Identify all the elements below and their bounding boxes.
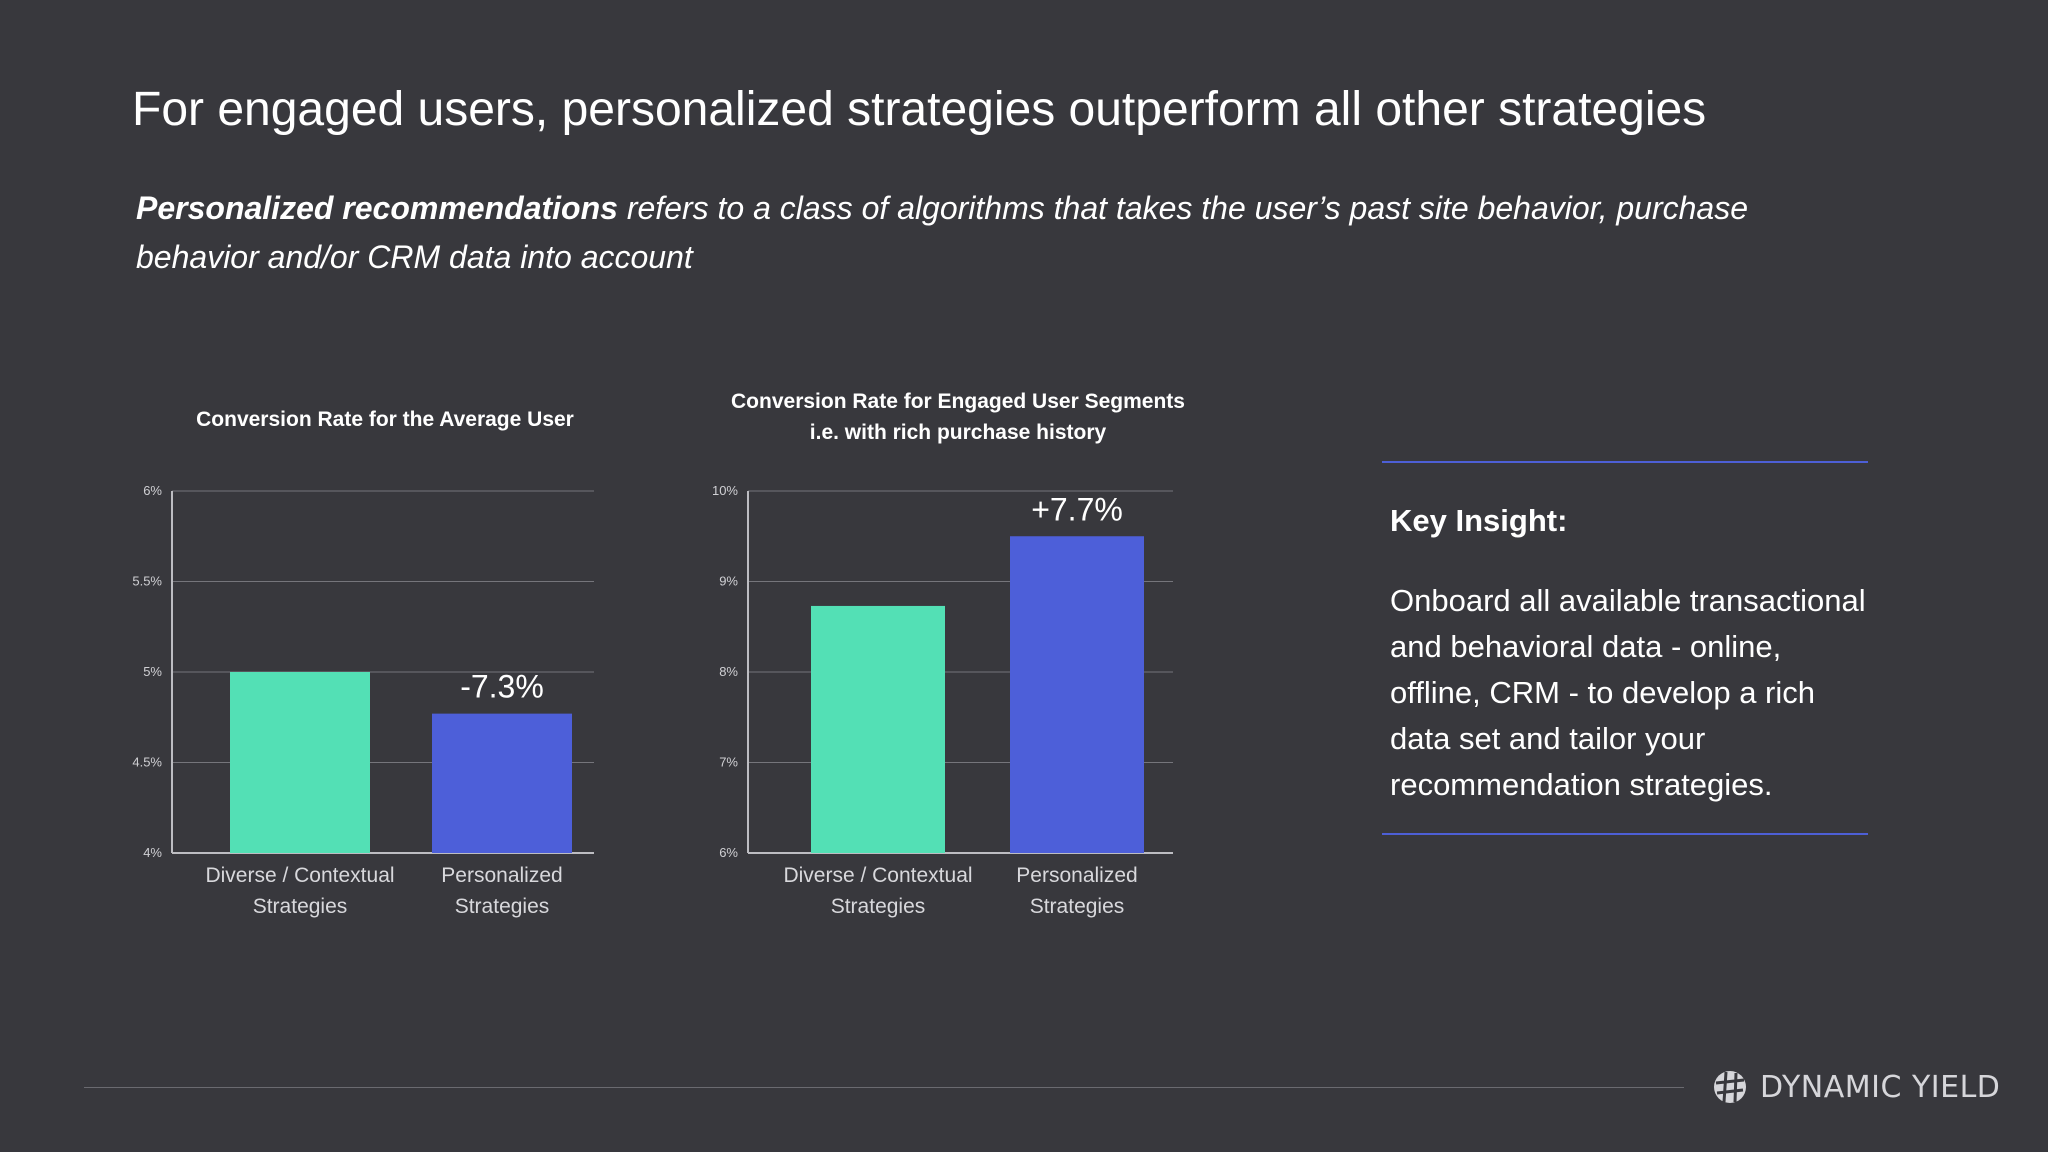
y-tick-label: 5% <box>143 664 162 679</box>
bar <box>432 713 572 853</box>
x-category-label: Strategies <box>253 895 348 918</box>
y-tick-label: 4.5% <box>132 755 162 770</box>
y-tick-label: 8% <box>719 664 738 679</box>
key-insight-body: Onboard all available transactional and … <box>1390 583 1866 802</box>
subtitle-term: Personalized recommendations <box>136 190 618 226</box>
x-category-label: Diverse / Contextual <box>783 864 972 887</box>
chart-2-title: Conversion Rate for Engaged User Segment… <box>700 386 1216 448</box>
brand-logo: DYNAMIC YIELD <box>1712 1067 2000 1107</box>
chart-2-title-line: i.e. with rich purchase history <box>809 421 1107 444</box>
y-tick-label: 5.5% <box>132 574 162 589</box>
key-insight-panel: Key Insight: Onboard all available trans… <box>1382 461 1868 835</box>
x-category-label: Personalized <box>441 864 562 887</box>
bar <box>230 672 370 853</box>
bar <box>811 605 945 853</box>
bar <box>1010 536 1144 853</box>
chart-1-title: Conversion Rate for the Average User <box>170 404 600 435</box>
footer-divider <box>84 1087 1684 1088</box>
y-tick-label: 6% <box>719 845 738 860</box>
subtitle-definition: refers to a class of algorithms that tak… <box>136 190 1748 275</box>
data-label: +7.7% <box>1031 491 1123 527</box>
chart-2-title-line: Conversion Rate for Engaged User Segment… <box>731 390 1185 413</box>
key-insight-title: Key Insight: <box>1390 503 1568 538</box>
x-category-label: Personalized <box>1016 864 1137 887</box>
chart-1-title-line: Conversion Rate for the Average User <box>196 408 574 431</box>
logo-text: DYNAMIC YIELD <box>1760 1069 2001 1105</box>
y-tick-label: 7% <box>719 755 738 770</box>
subtitle: Personalized recommendations refers to a… <box>136 184 1816 282</box>
page-title: For engaged users, personalized strategi… <box>132 83 1707 136</box>
y-tick-label: 6% <box>143 483 162 498</box>
y-tick-label: 4% <box>143 845 162 860</box>
x-category-label: Diverse / Contextual <box>205 864 394 887</box>
data-label: -7.3% <box>460 669 544 705</box>
x-category-label: Strategies <box>1030 895 1125 918</box>
y-tick-label: 10% <box>712 483 738 498</box>
x-category-label: Strategies <box>831 895 926 918</box>
y-tick-label: 9% <box>719 574 738 589</box>
dynamic-yield-logo-icon <box>1714 1071 1746 1103</box>
x-category-label: Strategies <box>455 895 550 918</box>
